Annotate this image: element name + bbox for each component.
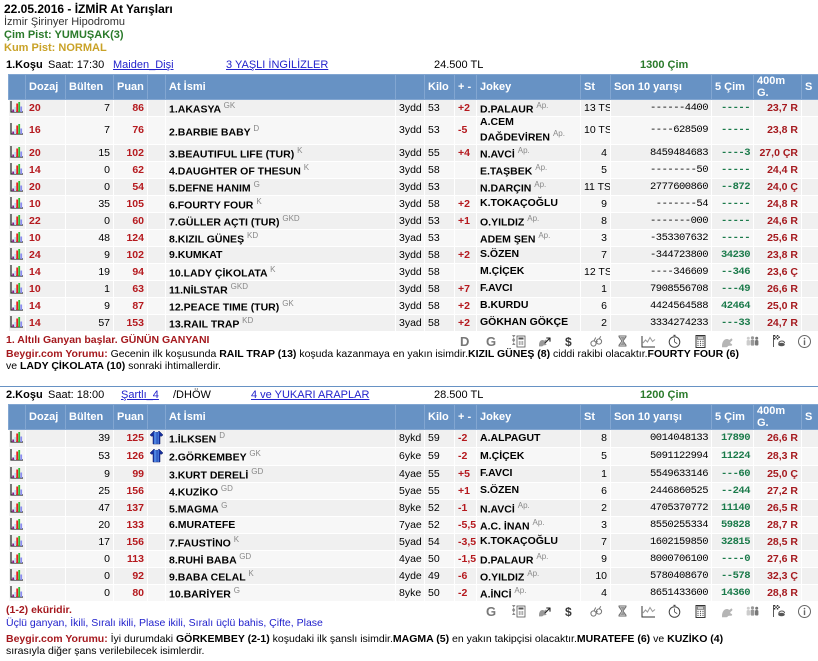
svg-text:G: G: [486, 334, 496, 349]
svg-text:$: $: [565, 605, 572, 619]
svg-text:$: $: [565, 335, 572, 349]
svg-text:G: G: [486, 604, 496, 619]
svg-text:D: D: [460, 334, 469, 349]
